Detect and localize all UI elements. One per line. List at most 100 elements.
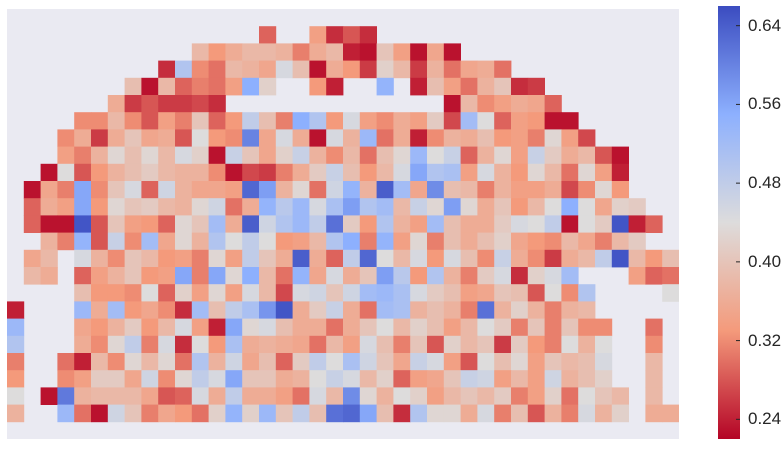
heatmap-cell [578,198,596,216]
heatmap-cell [191,198,209,216]
heatmap-cell [511,387,529,405]
heatmap-cell [460,112,478,130]
heatmap-cell [359,215,377,233]
heatmap-cell [443,77,461,96]
heatmap-cell [259,370,277,388]
heatmap-cell [410,60,428,79]
heatmap-cell [191,404,209,423]
heatmap-cell [561,215,579,233]
heatmap-cell [544,335,562,354]
heatmap-cell [259,181,277,199]
heatmap-cell [175,318,193,337]
heatmap-cell [242,232,260,251]
heatmap-cell [225,301,243,319]
heatmap-cell [460,60,478,79]
heatmap-cell [511,95,529,113]
heatmap-cell [158,198,176,216]
heatmap-cell [292,249,310,268]
heatmap-cell [309,284,327,302]
heatmap-cell [494,112,512,130]
heatmap-cell [107,404,125,423]
heatmap-cell [561,335,579,354]
heatmap-cell [259,353,277,371]
heatmap-cell [309,301,327,319]
heatmap-cell [443,267,461,285]
heatmap-cell [208,215,226,233]
heatmap-cell [410,129,428,147]
heatmap-cell [595,404,613,423]
heatmap-cell [107,198,125,216]
colorbar [718,6,740,439]
heatmap-cell [359,232,377,251]
heatmap-cell [477,112,495,130]
heatmap-cell [158,146,176,165]
heatmap-cell [494,353,512,371]
heatmap-cell [477,267,495,285]
heatmap-cell [645,387,663,405]
heatmap-cell [544,181,562,199]
heatmap-cell [175,353,193,371]
heatmap-cell [292,335,310,354]
heatmap-cell [595,181,613,199]
heatmap-cell [326,43,344,61]
heatmap-cell [443,370,461,388]
heatmap-cell [359,267,377,285]
heatmap-cell [443,301,461,319]
heatmap-cell [427,284,445,302]
heatmap-cell [242,318,260,337]
heatmap-cell [23,181,41,199]
heatmap-cell [208,284,226,302]
heatmap-cell [460,267,478,285]
heatmap-cell [141,267,159,285]
heatmap-cell [57,404,75,423]
heatmap-cell [628,198,646,216]
heatmap-cell [191,249,209,268]
heatmap-cell [427,146,445,165]
heatmap-cell [175,267,193,285]
heatmap-cell [376,146,394,165]
heatmap-cell [326,335,344,354]
heatmap-cell [544,301,562,319]
heatmap-cell [208,249,226,268]
heatmap-cell [242,249,260,268]
heatmap-cell [544,129,562,147]
heatmap-cell [359,26,377,44]
heatmap-cell [141,215,159,233]
heatmap-cell [343,284,361,302]
heatmap-cell [158,284,176,302]
heatmap-cell [427,370,445,388]
heatmap-cell [191,112,209,130]
heatmap-cell [191,353,209,371]
heatmap-cell [645,249,663,268]
heatmap-cell [527,77,545,96]
heatmap-cell [225,77,243,96]
heatmap-cell [259,146,277,165]
heatmap-cell [191,43,209,61]
heatmap-cell [208,232,226,251]
heatmap-cell [91,284,109,302]
heatmap-cell [460,249,478,268]
heatmap-cell [259,267,277,285]
heatmap-cell [477,129,495,147]
heatmap-cell [175,112,193,130]
heatmap-cell [326,404,344,423]
heatmap-cell [393,112,411,130]
heatmap-cell [393,215,411,233]
heatmap-cell [359,301,377,319]
heatmap-cell [124,95,142,113]
heatmap-cell [259,215,277,233]
heatmap-cell [662,249,679,268]
heatmap-cell [511,215,529,233]
heatmap-cell [141,249,159,268]
heatmap-cell [309,335,327,354]
heatmap-cell [275,301,293,319]
heatmap-cell [477,284,495,302]
heatmap-cell [242,215,260,233]
heatmap-cell [259,198,277,216]
heatmap-cell [544,95,562,113]
heatmap-cell [427,77,445,96]
heatmap-cell [225,146,243,165]
heatmap-cell [74,198,92,216]
heatmap-cell [74,267,92,285]
heatmap-cell [326,267,344,285]
